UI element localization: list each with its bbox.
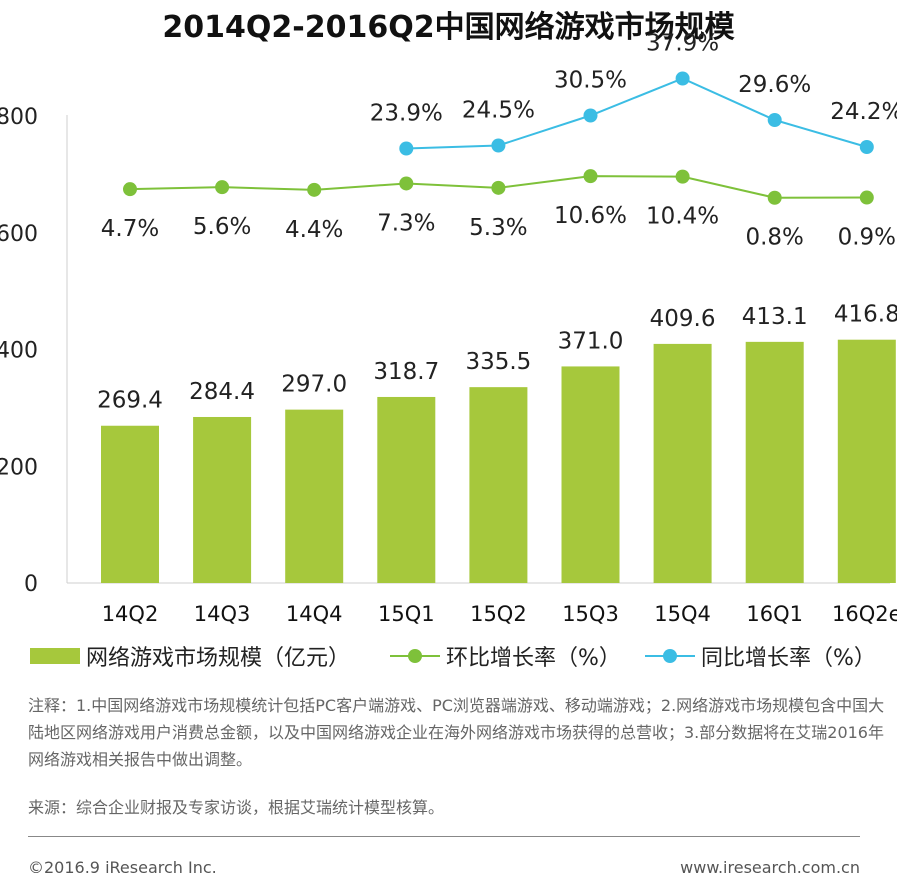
yoy-value-label: 24.5% [462,98,535,124]
legend-item-market-size: 网络游戏市场规模（亿元） [30,640,350,672]
yoy-value-label: 30.5% [554,68,627,94]
qoq-point [675,169,690,184]
qoq-point [859,190,874,205]
bar-15Q3 [561,366,620,583]
source-note: 来源：综合企业财报及专家访谈，根据艾瑞统计模型核算。 [28,798,445,817]
y-tick-label: 800 [0,105,38,130]
bar-15Q2 [469,387,528,583]
chart-title: 2014Q2-2016Q2中国网络游戏市场规模 [162,10,735,45]
yoy-value-label: 23.9% [370,101,443,127]
qoq-value-label: 5.3% [469,215,527,241]
bar-value-label: 371.0 [558,328,624,354]
bar-14Q2 [101,425,159,583]
qoq-value-label: 4.7% [101,216,159,242]
x-tick-label: 15Q2 [470,602,527,626]
y-tick-label: 200 [0,455,38,480]
legend-label-yoy: 同比增长率（%） [701,646,876,671]
x-tick-label: 16Q2e [832,602,897,626]
chart-plot: 0 200 400 600 800 269.4 284.4 297.0 318.7 335.5 3… [0,31,897,627]
y-tick-label: 600 [0,222,38,247]
legend: 网络游戏市场规模（亿元） 环比增长率（%） 同比增长率（%） [30,640,890,674]
qoq-point [215,180,230,195]
qoq-point [491,180,506,195]
qoq-point [583,169,598,184]
website-url: www.iresearch.com.cn [680,858,860,877]
x-tick-label: 14Q2 [102,602,159,626]
legend-qoq-swatch [390,648,440,664]
x-tick-label: 14Q3 [194,602,251,626]
y-tick-label: 0 [24,572,38,597]
bar-value-label: 409.6 [650,306,716,332]
yoy-point [675,71,690,86]
qoq-point [123,182,137,197]
yoy-value-label: 29.6% [738,72,811,98]
bar-value-label: 335.5 [465,349,531,375]
qoq-point [399,176,414,191]
yoy-point [583,108,598,123]
copyright: ©2016.9 iResearch Inc. [28,858,217,877]
qoq-value-label: 7.3% [377,210,435,236]
qoq-value-label: 5.6% [193,214,251,240]
bar-value-label: 297.0 [281,372,347,398]
x-tick-label: 15Q4 [654,602,711,626]
bar-16Q1 [745,341,804,583]
yoy-value-label: 24.2% [830,99,897,125]
x-tick-label: 15Q1 [378,602,435,626]
yoy-line [406,77,868,150]
x-tick-label: 15Q3 [562,602,619,626]
x-tick-label: 16Q1 [746,602,803,626]
bar-value-label: 284.4 [189,379,255,405]
yoy-value-label: 37.9% [646,31,719,57]
legend-label-qoq: 环比增长率（%） [446,646,621,671]
bar-15Q1 [377,396,436,583]
qoq-value-label: 0.8% [745,225,803,251]
legend-item-yoy: 同比增长率（%） [645,640,876,672]
qoq-value-label: 4.4% [285,217,343,243]
bar-value-label: 416.8 [834,302,897,328]
bar-15Q4 [653,343,712,583]
yoy-point [491,138,506,153]
qoq-point [307,182,322,197]
qoq-value-label: 10.4% [646,204,719,230]
footnote: 注释：1.中国网络游戏市场规模统计包括PC客户端游戏、PC浏览器端游戏、移动端游… [28,696,885,769]
y-tick-label: 400 [0,339,38,364]
x-tick-label: 14Q4 [286,602,343,626]
bar-16Q2e [837,339,896,583]
qoq-point [767,190,782,205]
yoy-point [399,141,414,156]
yoy-point [859,140,874,154]
bar-value-label: 413.1 [742,304,808,330]
bar-value-label: 269.4 [97,388,163,414]
legend-label-market-size: 网络游戏市场规模（亿元） [86,646,351,671]
footer-divider [28,836,860,837]
yoy-point [767,113,782,127]
bar-value-label: 318.7 [373,359,439,385]
bar-14Q4 [285,409,344,583]
bar-14Q3 [193,416,252,583]
qoq-value-label: 0.9% [838,225,896,251]
legend-item-qoq: 环比增长率（%） [390,640,621,672]
legend-yoy-swatch [645,648,695,664]
qoq-value-label: 10.6% [554,203,627,229]
legend-bar-swatch [30,648,80,664]
